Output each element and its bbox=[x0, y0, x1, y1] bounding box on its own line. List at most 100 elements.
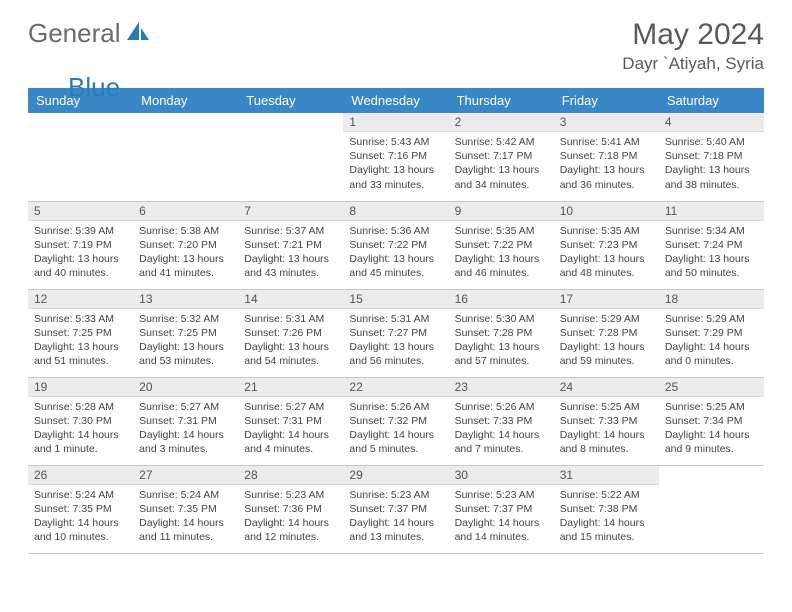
day-details: Sunrise: 5:25 AMSunset: 7:33 PMDaylight:… bbox=[554, 397, 659, 460]
calendar-day-cell: 3Sunrise: 5:41 AMSunset: 7:18 PMDaylight… bbox=[554, 113, 659, 201]
calendar-table: SundayMondayTuesdayWednesdayThursdayFrid… bbox=[28, 88, 764, 554]
calendar-day-cell: 13Sunrise: 5:32 AMSunset: 7:25 PMDayligh… bbox=[133, 289, 238, 377]
day-number: 19 bbox=[28, 378, 133, 397]
weekday-header: Saturday bbox=[659, 88, 764, 113]
calendar-day-cell: 16Sunrise: 5:30 AMSunset: 7:28 PMDayligh… bbox=[449, 289, 554, 377]
calendar-week-row: 5Sunrise: 5:39 AMSunset: 7:19 PMDaylight… bbox=[28, 201, 764, 289]
day-details: Sunrise: 5:30 AMSunset: 7:28 PMDaylight:… bbox=[449, 309, 554, 372]
brand-logo: General bbox=[28, 18, 153, 49]
day-details: Sunrise: 5:23 AMSunset: 7:37 PMDaylight:… bbox=[343, 485, 448, 548]
day-details: Sunrise: 5:23 AMSunset: 7:36 PMDaylight:… bbox=[238, 485, 343, 548]
day-number: 16 bbox=[449, 290, 554, 309]
day-details: Sunrise: 5:23 AMSunset: 7:37 PMDaylight:… bbox=[449, 485, 554, 548]
calendar-day-cell: 24Sunrise: 5:25 AMSunset: 7:33 PMDayligh… bbox=[554, 377, 659, 465]
day-number: 23 bbox=[449, 378, 554, 397]
calendar-day-cell: 28Sunrise: 5:23 AMSunset: 7:36 PMDayligh… bbox=[238, 465, 343, 553]
day-number: 24 bbox=[554, 378, 659, 397]
calendar-week-row: 1Sunrise: 5:43 AMSunset: 7:16 PMDaylight… bbox=[28, 113, 764, 201]
day-details: Sunrise: 5:40 AMSunset: 7:18 PMDaylight:… bbox=[659, 132, 764, 195]
brand-part2: Blue bbox=[68, 72, 120, 103]
calendar-day-cell: 5Sunrise: 5:39 AMSunset: 7:19 PMDaylight… bbox=[28, 201, 133, 289]
calendar-day-cell: 27Sunrise: 5:24 AMSunset: 7:35 PMDayligh… bbox=[133, 465, 238, 553]
weekday-header: Monday bbox=[133, 88, 238, 113]
calendar-day-cell: 18Sunrise: 5:29 AMSunset: 7:29 PMDayligh… bbox=[659, 289, 764, 377]
day-details: Sunrise: 5:29 AMSunset: 7:28 PMDaylight:… bbox=[554, 309, 659, 372]
day-details: Sunrise: 5:32 AMSunset: 7:25 PMDaylight:… bbox=[133, 309, 238, 372]
day-number: 1 bbox=[343, 113, 448, 132]
day-details: Sunrise: 5:37 AMSunset: 7:21 PMDaylight:… bbox=[238, 221, 343, 284]
day-details: Sunrise: 5:34 AMSunset: 7:24 PMDaylight:… bbox=[659, 221, 764, 284]
calendar-day-cell: 4Sunrise: 5:40 AMSunset: 7:18 PMDaylight… bbox=[659, 113, 764, 201]
day-number: 9 bbox=[449, 202, 554, 221]
month-title: May 2024 bbox=[622, 18, 764, 52]
day-number: 12 bbox=[28, 290, 133, 309]
day-number: 3 bbox=[554, 113, 659, 132]
day-details: Sunrise: 5:27 AMSunset: 7:31 PMDaylight:… bbox=[133, 397, 238, 460]
title-block: May 2024 Dayr `Atiyah, Syria bbox=[622, 18, 764, 74]
day-details: Sunrise: 5:38 AMSunset: 7:20 PMDaylight:… bbox=[133, 221, 238, 284]
calendar-day-cell: 21Sunrise: 5:27 AMSunset: 7:31 PMDayligh… bbox=[238, 377, 343, 465]
day-details: Sunrise: 5:35 AMSunset: 7:23 PMDaylight:… bbox=[554, 221, 659, 284]
calendar-day-cell: 7Sunrise: 5:37 AMSunset: 7:21 PMDaylight… bbox=[238, 201, 343, 289]
day-details: Sunrise: 5:39 AMSunset: 7:19 PMDaylight:… bbox=[28, 221, 133, 284]
day-number: 29 bbox=[343, 466, 448, 485]
day-number: 28 bbox=[238, 466, 343, 485]
calendar-day-cell: 31Sunrise: 5:22 AMSunset: 7:38 PMDayligh… bbox=[554, 465, 659, 553]
day-details: Sunrise: 5:24 AMSunset: 7:35 PMDaylight:… bbox=[28, 485, 133, 548]
day-details: Sunrise: 5:24 AMSunset: 7:35 PMDaylight:… bbox=[133, 485, 238, 548]
day-number: 26 bbox=[28, 466, 133, 485]
calendar-day-cell: 26Sunrise: 5:24 AMSunset: 7:35 PMDayligh… bbox=[28, 465, 133, 553]
calendar-day-cell: 15Sunrise: 5:31 AMSunset: 7:27 PMDayligh… bbox=[343, 289, 448, 377]
day-details: Sunrise: 5:25 AMSunset: 7:34 PMDaylight:… bbox=[659, 397, 764, 460]
calendar-day-cell bbox=[133, 113, 238, 201]
day-number: 25 bbox=[659, 378, 764, 397]
weekday-header: Wednesday bbox=[343, 88, 448, 113]
day-details: Sunrise: 5:41 AMSunset: 7:18 PMDaylight:… bbox=[554, 132, 659, 195]
calendar-day-cell: 23Sunrise: 5:26 AMSunset: 7:33 PMDayligh… bbox=[449, 377, 554, 465]
day-details: Sunrise: 5:31 AMSunset: 7:27 PMDaylight:… bbox=[343, 309, 448, 372]
day-details: Sunrise: 5:27 AMSunset: 7:31 PMDaylight:… bbox=[238, 397, 343, 460]
calendar-day-cell: 2Sunrise: 5:42 AMSunset: 7:17 PMDaylight… bbox=[449, 113, 554, 201]
calendar-day-cell: 12Sunrise: 5:33 AMSunset: 7:25 PMDayligh… bbox=[28, 289, 133, 377]
calendar-body: 1Sunrise: 5:43 AMSunset: 7:16 PMDaylight… bbox=[28, 113, 764, 553]
day-number: 6 bbox=[133, 202, 238, 221]
brand-part1: General bbox=[28, 18, 121, 49]
calendar-day-cell: 11Sunrise: 5:34 AMSunset: 7:24 PMDayligh… bbox=[659, 201, 764, 289]
calendar-day-cell: 30Sunrise: 5:23 AMSunset: 7:37 PMDayligh… bbox=[449, 465, 554, 553]
day-number: 5 bbox=[28, 202, 133, 221]
day-number: 17 bbox=[554, 290, 659, 309]
calendar-day-cell: 29Sunrise: 5:23 AMSunset: 7:37 PMDayligh… bbox=[343, 465, 448, 553]
calendar-day-cell: 22Sunrise: 5:26 AMSunset: 7:32 PMDayligh… bbox=[343, 377, 448, 465]
calendar-day-cell bbox=[238, 113, 343, 201]
calendar-day-cell: 10Sunrise: 5:35 AMSunset: 7:23 PMDayligh… bbox=[554, 201, 659, 289]
day-number: 20 bbox=[133, 378, 238, 397]
day-details: Sunrise: 5:28 AMSunset: 7:30 PMDaylight:… bbox=[28, 397, 133, 460]
day-details: Sunrise: 5:22 AMSunset: 7:38 PMDaylight:… bbox=[554, 485, 659, 548]
calendar-day-cell: 17Sunrise: 5:29 AMSunset: 7:28 PMDayligh… bbox=[554, 289, 659, 377]
day-number: 27 bbox=[133, 466, 238, 485]
location-label: Dayr `Atiyah, Syria bbox=[622, 54, 764, 74]
header: General May 2024 Dayr `Atiyah, Syria bbox=[28, 18, 764, 74]
weekday-header: Thursday bbox=[449, 88, 554, 113]
day-details: Sunrise: 5:36 AMSunset: 7:22 PMDaylight:… bbox=[343, 221, 448, 284]
weekday-header: Friday bbox=[554, 88, 659, 113]
calendar-week-row: 12Sunrise: 5:33 AMSunset: 7:25 PMDayligh… bbox=[28, 289, 764, 377]
weekday-header: Tuesday bbox=[238, 88, 343, 113]
calendar-day-cell: 9Sunrise: 5:35 AMSunset: 7:22 PMDaylight… bbox=[449, 201, 554, 289]
brand-sail-icon bbox=[125, 20, 151, 47]
day-number: 18 bbox=[659, 290, 764, 309]
calendar-day-cell bbox=[659, 465, 764, 553]
day-number: 13 bbox=[133, 290, 238, 309]
day-details: Sunrise: 5:33 AMSunset: 7:25 PMDaylight:… bbox=[28, 309, 133, 372]
calendar-day-cell bbox=[28, 113, 133, 201]
day-number: 14 bbox=[238, 290, 343, 309]
day-details: Sunrise: 5:42 AMSunset: 7:17 PMDaylight:… bbox=[449, 132, 554, 195]
day-details: Sunrise: 5:35 AMSunset: 7:22 PMDaylight:… bbox=[449, 221, 554, 284]
day-details: Sunrise: 5:26 AMSunset: 7:33 PMDaylight:… bbox=[449, 397, 554, 460]
calendar-day-cell: 20Sunrise: 5:27 AMSunset: 7:31 PMDayligh… bbox=[133, 377, 238, 465]
day-number: 31 bbox=[554, 466, 659, 485]
day-number: 2 bbox=[449, 113, 554, 132]
day-number: 8 bbox=[343, 202, 448, 221]
day-number: 22 bbox=[343, 378, 448, 397]
day-number: 11 bbox=[659, 202, 764, 221]
